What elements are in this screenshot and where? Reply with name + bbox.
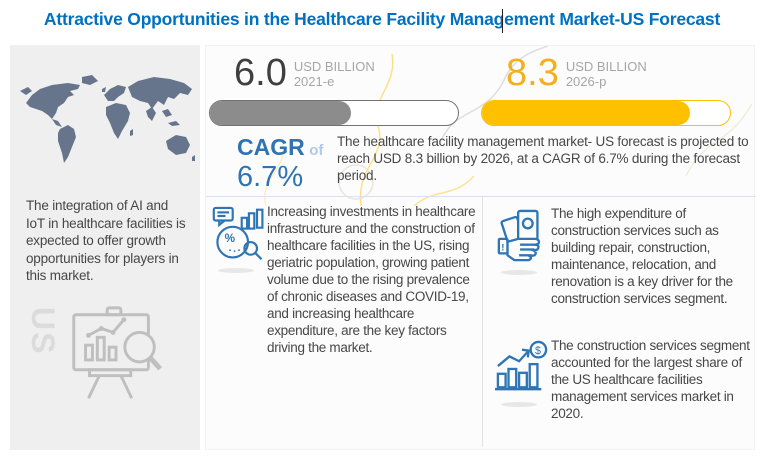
stat-2026-unit-label: USD BILLION — [565, 59, 647, 74]
forecast-summary: The healthcare facility management marke… — [337, 134, 749, 183]
region-label: US — [25, 307, 61, 356]
progress-bar-2021 — [209, 100, 459, 126]
stat-2021-year: 2021-e — [293, 74, 335, 89]
driver-bullet-text: Increasing investments in healthcare inf… — [267, 204, 476, 355]
construction-expenditure-icon: ! — [497, 209, 541, 262]
progress-bar-2026-fill — [482, 101, 691, 125]
cagr-block: CAGR of 6.7% — [237, 134, 347, 193]
svg-text:%: % — [225, 232, 236, 245]
svg-text:!: ! — [501, 242, 504, 253]
left-panel: The integration of AI and IoT in healthc… — [10, 45, 200, 450]
horizontal-divider — [206, 196, 756, 197]
stat-2021: 6.0 USD BILLION 2021-e — [234, 54, 375, 92]
stat-2021-value: 6.0 — [234, 52, 287, 94]
icon-shadow — [501, 270, 537, 275]
progress-bar-2026 — [481, 100, 731, 126]
stat-2026-unit: USD BILLION 2026-p — [566, 59, 647, 89]
stat-2026-value: 8.3 — [506, 52, 559, 94]
market-research-presentation-icon — [72, 306, 162, 399]
left-panel-text: The integration of AI and IoT in healthc… — [26, 198, 186, 283]
page-title[interactable]: Attractive Opportunities in the Healthca… — [43, 9, 721, 29]
stat-2026: 8.3 USD BILLION 2026-p — [506, 54, 647, 92]
market-analysis-icon: % — [212, 206, 264, 260]
text-cursor — [502, 9, 503, 33]
progress-bar-2021-fill — [210, 101, 352, 125]
vertical-divider — [482, 197, 483, 447]
cagr-label: CAGR — [237, 134, 305, 160]
market-share-icon: $ — [495, 340, 548, 391]
cagr-connector: of — [309, 142, 324, 159]
icon-shadow — [501, 402, 537, 407]
icon-shadow — [218, 268, 254, 273]
stat-2021-unit: USD BILLION 2021-e — [294, 59, 375, 89]
main-panel: 6.0 USD BILLION 2021-e 8.3 USD BILLION 2… — [205, 45, 756, 450]
svg-text:$: $ — [535, 345, 541, 357]
world-map-icon — [20, 75, 195, 163]
segment-share-bullet-text: The construction services segment accoun… — [551, 338, 750, 421]
cagr-value: 6.7% — [237, 161, 304, 193]
expenditure-bullet-text: The high expenditure of construction ser… — [551, 206, 733, 306]
stat-2026-year: 2026-p — [565, 74, 607, 89]
stat-2021-unit-label: USD BILLION — [293, 59, 375, 74]
